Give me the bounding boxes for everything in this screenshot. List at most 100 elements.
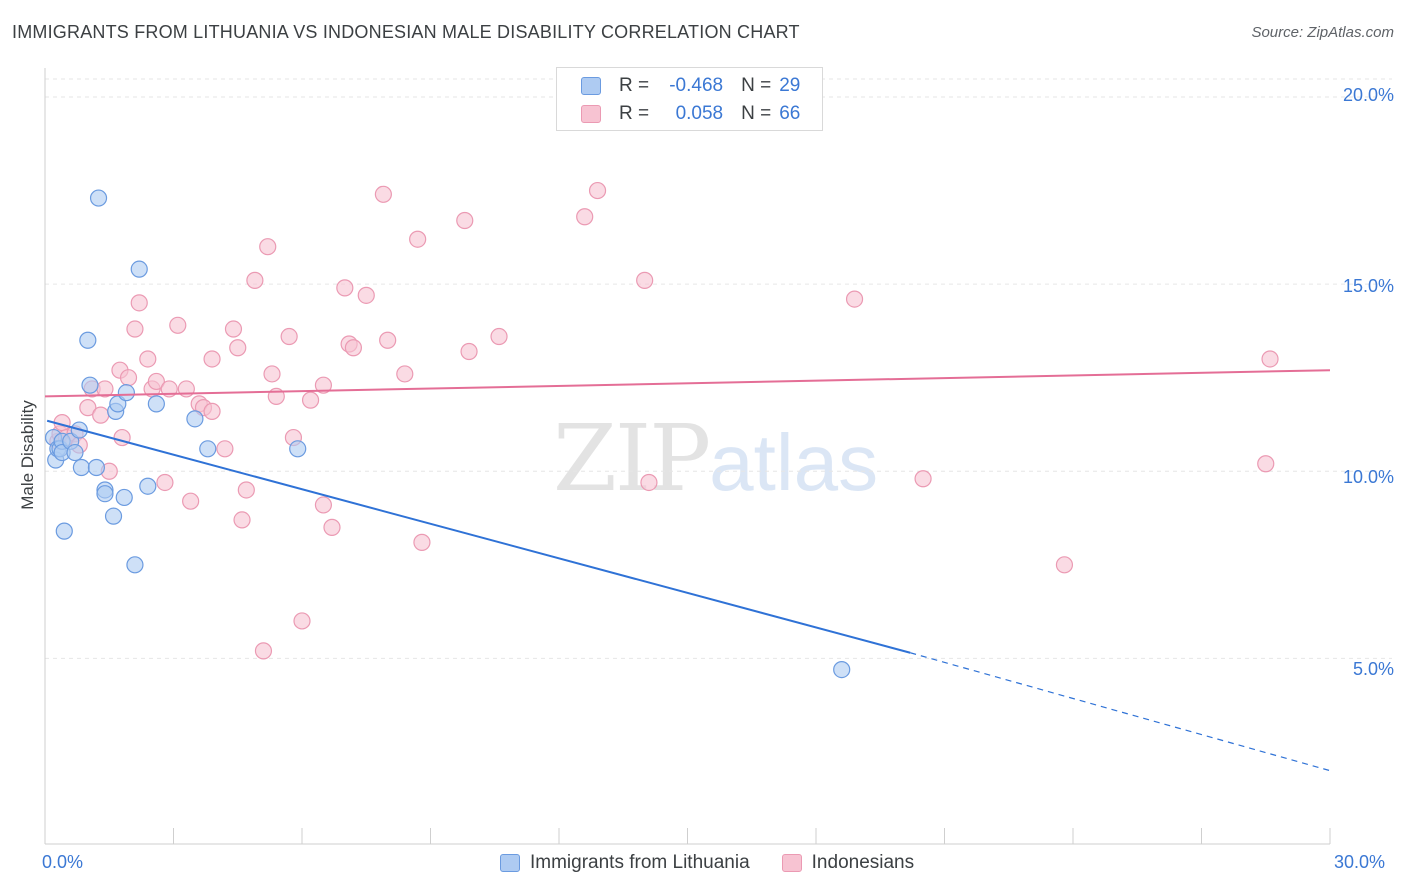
lithuania-point-14 <box>89 189 108 207</box>
indonesians-point-16 <box>139 350 157 368</box>
indonesians-point-28 <box>216 440 234 458</box>
indonesians-point-52 <box>409 230 427 248</box>
indonesians-point-63 <box>1055 556 1074 574</box>
indonesians-point-41 <box>301 391 320 409</box>
indonesians-point-21 <box>169 316 187 334</box>
x-tick-label-min: 0.0% <box>42 852 84 872</box>
legend-r-value-lithuania: -0.468 <box>669 75 724 96</box>
indonesians-point-31 <box>233 511 251 529</box>
lithuania-point-20 <box>117 384 135 402</box>
lithuania-trend-line <box>46 419 911 654</box>
lithuania-point-13 <box>87 458 106 477</box>
lithuania-point-11 <box>79 331 97 349</box>
lithuania-point-16 <box>96 485 114 503</box>
lithuania-point-27 <box>199 440 217 458</box>
chart-title: IMMIGRANTS FROM LITHUANIA VS INDONESIAN … <box>12 22 800 42</box>
lithuania-point-26 <box>186 410 204 428</box>
lithuania-point-24 <box>139 477 157 495</box>
indonesians-point-61 <box>845 290 864 308</box>
indonesians-point-26 <box>203 350 221 368</box>
watermark-zip: ZIP <box>553 405 711 512</box>
legend-item-indonesians: Indonesians <box>781 852 915 874</box>
indonesians-point-49 <box>374 185 392 203</box>
indonesians-point-45 <box>336 279 354 297</box>
legend-swatch-lithuania <box>581 77 601 95</box>
indonesians-trend-line <box>44 369 1331 398</box>
indonesians-point-29 <box>224 320 243 338</box>
watermark: ZIPatlas <box>553 405 878 512</box>
indonesians-point-43 <box>314 376 333 394</box>
indonesians-point-18 <box>147 372 165 391</box>
indonesians-point-23 <box>182 492 200 510</box>
legend-n-label: N = <box>741 75 772 96</box>
legend-item-lithuania: Immigrants from Lithuania <box>500 852 750 874</box>
indonesians-point-30 <box>229 339 247 357</box>
lithuania-point-17 <box>104 507 123 525</box>
indonesians-point-57 <box>576 208 594 226</box>
legend-swatch-indonesians <box>581 105 601 123</box>
indonesians-point-27 <box>203 402 221 420</box>
legend-r-label: R = <box>619 75 650 96</box>
y-axis-label: Male Disability <box>18 400 37 510</box>
lithuania-trend-extension <box>910 652 1331 772</box>
indonesians-point-38 <box>280 327 298 346</box>
legend-r-value-indonesians: 0.058 <box>675 103 724 124</box>
lithuania-point-23 <box>130 260 148 278</box>
series-legend: Immigrants from Lithuania Indonesians <box>500 852 946 874</box>
indonesians-point-51 <box>396 365 414 383</box>
indonesians-point-34 <box>254 642 273 660</box>
lithuania-point-25 <box>147 395 165 413</box>
indonesians-point-6 <box>79 399 97 417</box>
indonesians-point-48 <box>357 286 375 304</box>
legend-label-lithuania: Immigrants from Lithuania <box>530 852 750 873</box>
indonesians-point-59 <box>636 271 654 289</box>
indonesians-point-55 <box>460 342 478 361</box>
x-tick-label-max: 30.0% <box>1334 852 1386 872</box>
correlation-legend: R = -0.468 N = 29 R = 0.058 N = 66 <box>556 67 823 131</box>
lithuania-point-29 <box>833 661 851 679</box>
indonesians-point-8 <box>92 406 110 424</box>
legend-n-label: N = <box>741 103 772 124</box>
legend-swatch-lithuania-bottom <box>500 854 520 872</box>
y-tick-label-15: 15.0% <box>1342 276 1394 296</box>
legend-n-value-lithuania: 29 <box>779 75 801 96</box>
indonesians-point-19 <box>156 473 174 492</box>
indonesians-point-33 <box>246 271 264 289</box>
indonesians-point-62 <box>914 470 932 488</box>
y-tick-label-20: 20.0% <box>1342 85 1394 105</box>
legend-n-value-indonesians: 66 <box>779 103 801 124</box>
lithuania-point-22 <box>126 556 144 574</box>
watermark-atlas: atlas <box>709 418 879 507</box>
indonesians-point-58 <box>588 181 607 200</box>
indonesians-point-35 <box>259 238 277 256</box>
indonesians-point-60 <box>640 473 658 492</box>
lithuania-point-21 <box>115 488 133 507</box>
y-tick-label-5: 5.0% <box>1352 659 1394 679</box>
source-label: Source: ZipAtlas.com <box>1251 24 1394 41</box>
lithuania-point-6 <box>55 522 73 540</box>
y-tick-label-10: 10.0% <box>1342 467 1394 487</box>
legend-label-indonesians: Indonesians <box>811 852 915 873</box>
indonesians-point-50 <box>379 331 397 349</box>
indonesians-point-53 <box>413 533 431 551</box>
indonesians-point-36 <box>263 365 281 383</box>
legend-row-indonesians: R = 0.058 N = 66 <box>581 102 800 126</box>
indonesians-point-13 <box>119 369 138 387</box>
indonesians-point-32 <box>237 481 255 499</box>
lithuania-point-12 <box>81 376 99 394</box>
indonesians-point-15 <box>130 294 148 312</box>
indonesians-point-42 <box>314 496 333 514</box>
indonesians-point-56 <box>490 327 508 346</box>
indonesians-point-40 <box>293 612 311 630</box>
indonesians-point-64 <box>1257 455 1275 473</box>
legend-r-label: R = <box>619 103 650 124</box>
legend-swatch-indonesians-bottom <box>781 854 802 872</box>
legend-row-lithuania: R = -0.468 N = 29 <box>581 74 800 98</box>
lithuania-point-8 <box>66 443 84 462</box>
indonesians-point-54 <box>456 211 474 230</box>
indonesians-point-47 <box>344 339 362 357</box>
indonesians-point-14 <box>126 320 144 338</box>
lithuania-point-10 <box>72 458 91 477</box>
lithuania-point-28 <box>289 440 307 458</box>
